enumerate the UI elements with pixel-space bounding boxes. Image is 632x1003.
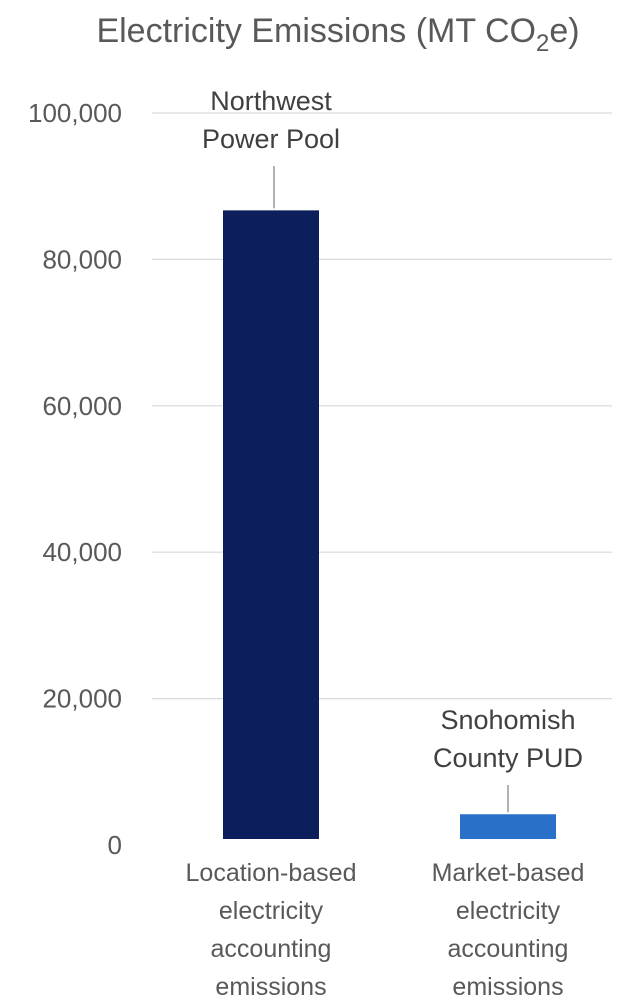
annotation-leader-lines [273, 166, 509, 813]
bar-annotation-label: County PUD [433, 743, 583, 773]
x-category-label: electricity [456, 897, 561, 925]
x-category-label: emissions [452, 973, 563, 1001]
bar-annotation-label: Northwest [210, 86, 332, 116]
x-category-label: accounting [211, 935, 332, 963]
bar [460, 814, 556, 839]
y-tick-label: 60,000 [42, 391, 122, 421]
gridlines [152, 112, 612, 700]
y-tick-label: 40,000 [42, 537, 122, 567]
bars [223, 210, 556, 839]
x-category-label: electricity [219, 897, 324, 925]
x-axis-category-labels: Location-based electricity accounting emiss… [186, 859, 585, 1001]
y-tick-label: 0 [108, 830, 122, 860]
bar-annotation-label: Snohomish [440, 705, 575, 735]
bar [223, 210, 319, 839]
y-tick-label: 100,000 [28, 98, 122, 128]
x-category-label: accounting [448, 935, 569, 963]
chart-title: Electricity Emissions (MT CO2e) [96, 12, 579, 57]
chart-title-subscript: 2 [536, 30, 549, 57]
y-axis-tick-labels: 0 20,000 40,000 60,000 80,000 100,000 [28, 98, 122, 860]
bar-annotation-label: Power Pool [202, 124, 340, 154]
y-tick-label: 80,000 [42, 244, 122, 274]
x-category-label: Location-based [186, 859, 357, 887]
annotations: Northwest Power Pool Snohomish County PUD [202, 86, 583, 773]
x-category-label: emissions [215, 973, 326, 1001]
y-tick-label: 20,000 [42, 684, 122, 714]
chart-title-suffix: e) [549, 12, 579, 50]
x-category-label: Market-based [432, 859, 585, 887]
